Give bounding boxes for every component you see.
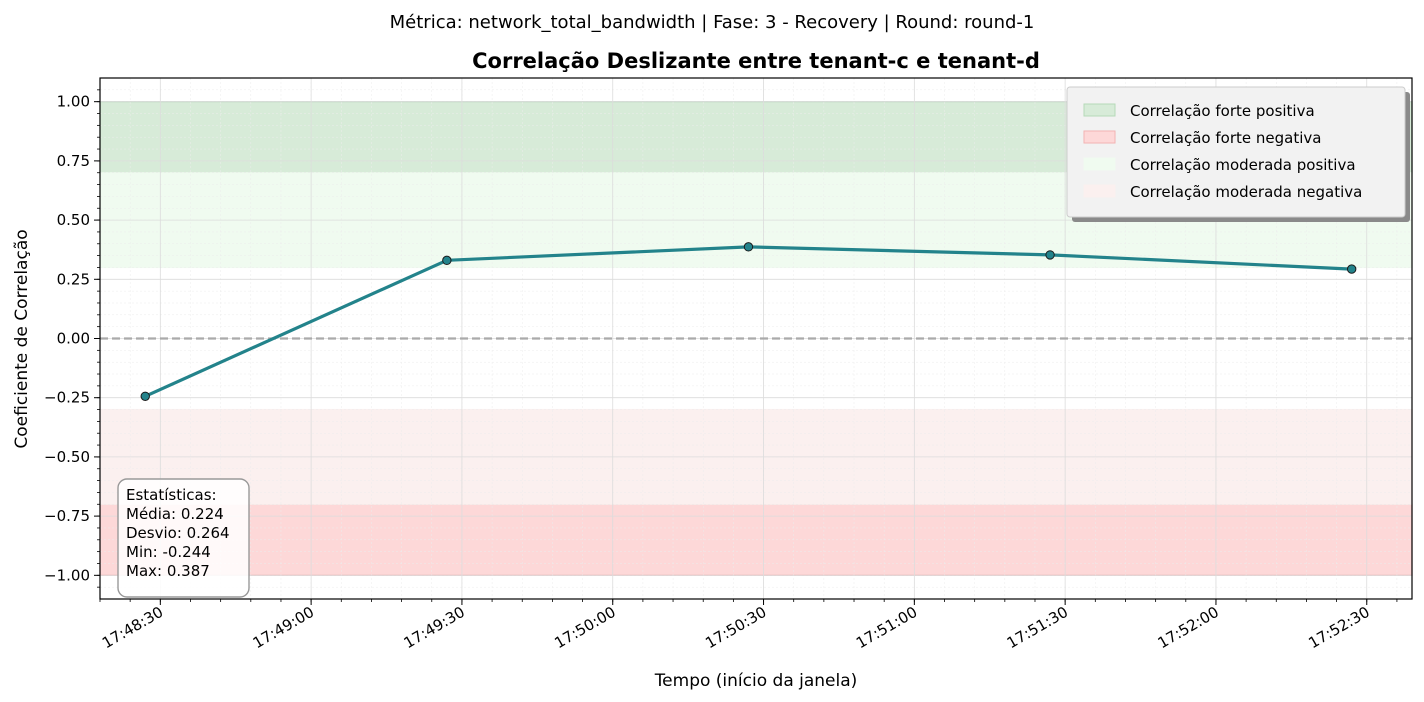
y-axis-label: Coeficiente de Correlação	[12, 229, 32, 448]
chart-title: Correlação Deslizante entre tenant-c e t…	[472, 49, 1040, 73]
legend-swatch	[1083, 130, 1116, 144]
x-axis-label: Tempo (início da janela)	[654, 671, 858, 691]
x-tick-label: 17:50:30	[702, 603, 769, 652]
data-point	[1045, 250, 1055, 260]
legend-label: Correlação forte positiva	[1130, 102, 1315, 120]
x-tick-label: 17:50:00	[551, 603, 618, 652]
y-tick-label: −1.00	[44, 566, 90, 584]
figure-suptitle: Métrica: network_total_bandwidth | Fase:…	[390, 12, 1035, 33]
stats-line: Min: -0.244	[126, 543, 211, 561]
data-point	[442, 255, 452, 266]
stats-box-frame	[117, 478, 250, 598]
y-tick-label: −0.25	[44, 389, 90, 407]
x-tick-label: 17:52:00	[1155, 603, 1222, 652]
legend-swatch	[1083, 184, 1116, 198]
data-point	[140, 391, 150, 401]
x-tick-label: 17:51:00	[853, 603, 920, 652]
data-point	[1346, 264, 1357, 274]
y-tick-label: −0.75	[44, 507, 90, 525]
stats-line: Média: 0.224	[126, 505, 224, 523]
x-tick-label: 17:49:00	[250, 603, 317, 652]
y-tick-label: 0.50	[57, 211, 90, 229]
legend-frame	[1066, 86, 1406, 218]
data-point	[743, 242, 754, 252]
y-tick-label: 0.25	[57, 270, 90, 288]
series-layer	[140, 242, 1357, 401]
legend-swatch	[1083, 157, 1116, 171]
legend-label: Correlação moderada negativa	[1130, 183, 1362, 201]
y-tick-label: 0.75	[57, 152, 90, 170]
stats-line: Estatísticas:	[126, 486, 217, 504]
x-tick-label: 17:51:30	[1004, 603, 1071, 652]
x-tick-label: 17:52:30	[1305, 603, 1372, 652]
y-tick-label: 1.00	[57, 93, 90, 111]
x-tick-label: 17:48:30	[99, 603, 166, 652]
x-tick-label: 17:49:30	[401, 603, 468, 652]
legend-swatch	[1083, 103, 1116, 117]
stats-line: Desvio: 0.264	[126, 524, 230, 542]
legend-label: Correlação forte negativa	[1130, 129, 1321, 147]
y-tick-label: −0.50	[44, 448, 90, 466]
legend-label: Correlação moderada positiva	[1130, 156, 1356, 174]
stats-line: Max: 0.387	[126, 562, 210, 580]
y-tick-label: 0.00	[57, 330, 90, 348]
legend: Correlação forte positiva Correlação fort…	[1066, 86, 1410, 222]
